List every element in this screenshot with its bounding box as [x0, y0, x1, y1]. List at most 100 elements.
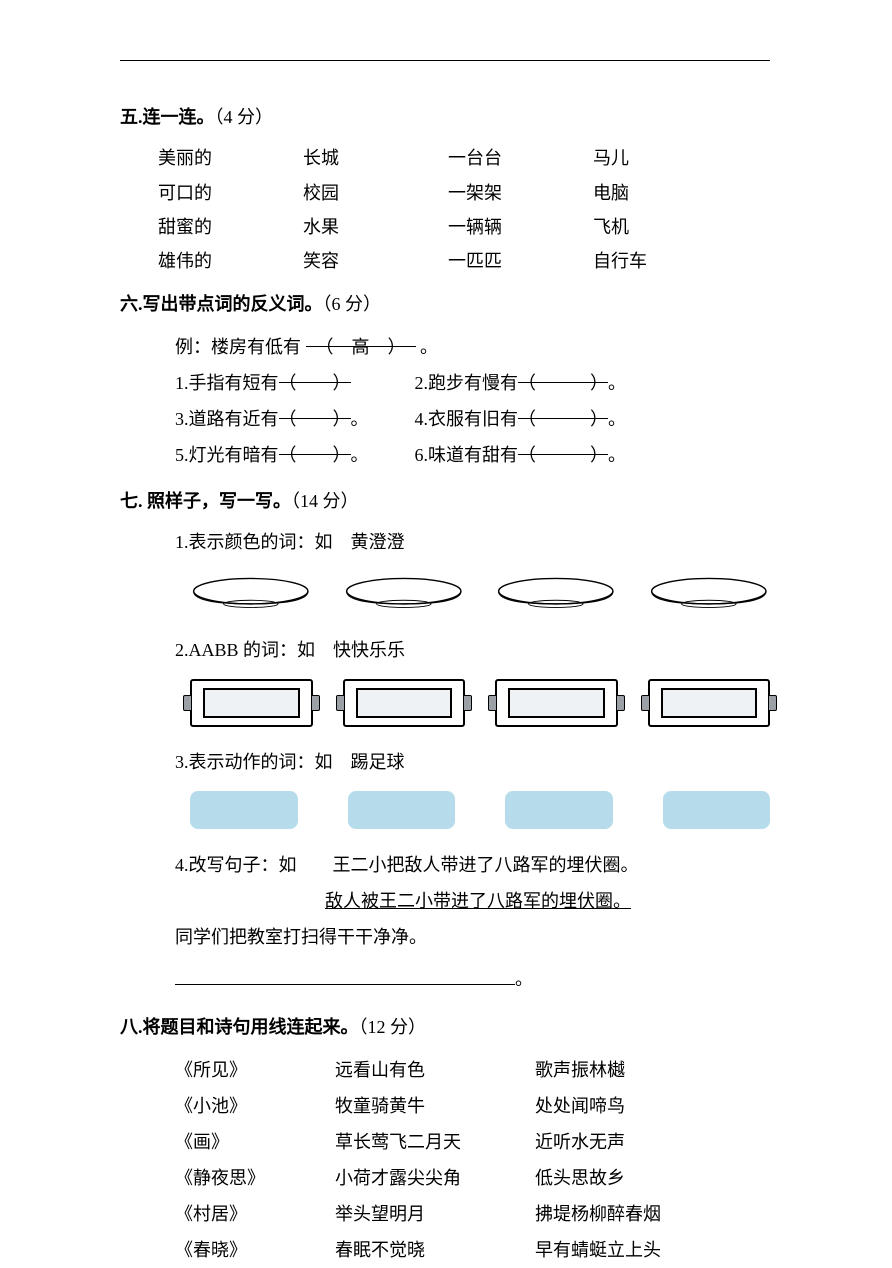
bluebox-row [190, 791, 770, 829]
plate-row [190, 571, 770, 615]
example-prefix: 例：楼房有低有 [175, 337, 301, 357]
bluebox-icon [190, 791, 298, 829]
example-suffix: 。 [420, 337, 438, 357]
table-row: 《所见》 远看山有色 歌声振林樾 [175, 1052, 770, 1088]
cell: 处处闻啼鸟 [535, 1088, 735, 1124]
table-row: 《村居》 举头望明月 拂堤杨柳醉春烟 [175, 1196, 770, 1232]
bluebox-icon [663, 791, 771, 829]
table-row: 雄伟的 笑容 一匹匹 自行车 [158, 244, 770, 278]
sub4-line2: 敌人被王二小带进了八路军的埋伏圈。 [325, 891, 631, 911]
table-row: 甜蜜的 水果 一辆辆 飞机 [158, 210, 770, 244]
cell: 《所见》 [175, 1052, 335, 1088]
blank: （ ） [279, 437, 351, 455]
section5-title: 五.连一连。（4 分） [120, 101, 770, 133]
table-row: 《春晓》 春眠不觉晓 早有蜻蜓立上头 [175, 1232, 770, 1268]
cell: 拂堤杨柳醉春烟 [535, 1196, 735, 1232]
section8-points: （12 分） [359, 1017, 427, 1037]
cell: 一辆辆 [448, 210, 593, 244]
section8-table: 《所见》 远看山有色 歌声振林樾 《小池》 牧童骑黄牛 处处闻啼鸟 《画》 草长… [175, 1052, 770, 1268]
item-left: 3.道路有近有 [175, 409, 279, 429]
table-row: 《小池》 牧童骑黄牛 处处闻啼鸟 [175, 1088, 770, 1124]
section7-points: （14 分） [291, 491, 359, 511]
cell: 歌声振林樾 [535, 1052, 735, 1088]
bluebox-icon [505, 791, 613, 829]
cell: 美丽的 [158, 141, 303, 175]
cell: 《画》 [175, 1124, 335, 1160]
device-icon [648, 679, 771, 727]
plate-icon [343, 571, 466, 615]
cell: 远看山有色 [335, 1052, 535, 1088]
plate-icon [648, 571, 771, 615]
cell: 甜蜜的 [158, 210, 303, 244]
answer-line: 。 [175, 961, 770, 997]
sub2: 2.AABB 的词：如 快快乐乐 [175, 633, 770, 667]
cell: 小荷才露尖尖角 [335, 1160, 535, 1196]
section8-title: 八.将题目和诗句用线连起来。（12 分） [120, 1011, 770, 1043]
device-icon [190, 679, 313, 727]
antonym-row: 3.道路有近有（ ）。 4.衣服有旧有（ ）。 [175, 401, 770, 437]
blank: （ ） [518, 437, 608, 455]
cell: 草长莺飞二月天 [335, 1124, 535, 1160]
item-right: 2.跑步有慢有 [415, 373, 519, 393]
cell: 一架架 [448, 176, 593, 210]
section8-title-bold: 八.将题目和诗句用线连起来。 [120, 1017, 359, 1037]
device-row [190, 679, 770, 727]
sub4-line3: 同学们把教室打扫得干干净净。 [175, 919, 770, 955]
cell: 一台台 [448, 141, 593, 175]
device-icon [343, 679, 466, 727]
section5-table: 美丽的 长城 一台台 马儿 可口的 校园 一架架 电脑 甜蜜的 水果 一辆辆 飞… [158, 141, 770, 278]
section7-title: 七. 照样子，写一写。（14 分） [120, 485, 770, 517]
cell: 牧童骑黄牛 [335, 1088, 535, 1124]
cell: 举头望明月 [335, 1196, 535, 1232]
cell: 电脑 [593, 176, 738, 210]
cell: 《春晓》 [175, 1232, 335, 1268]
section6-title-bold: 六.写出带点词的反义词。 [120, 294, 323, 314]
cell: 低头思故乡 [535, 1160, 735, 1196]
cell: 近听水无声 [535, 1124, 735, 1160]
table-row: 《画》 草长莺飞二月天 近听水无声 [175, 1124, 770, 1160]
cell: 《小池》 [175, 1088, 335, 1124]
table-row: 美丽的 长城 一台台 马儿 [158, 141, 770, 175]
cell: 《静夜思》 [175, 1160, 335, 1196]
table-row: 可口的 校园 一架架 电脑 [158, 176, 770, 210]
item-left: 1.手指有短有 [175, 373, 279, 393]
cell: 可口的 [158, 176, 303, 210]
cell: 早有蜻蜓立上头 [535, 1232, 735, 1268]
cell: 笑容 [303, 244, 448, 278]
section6-title: 六.写出带点词的反义词。（6 分） [120, 288, 770, 320]
blank-example: （ 高 ） [306, 329, 416, 347]
section5-title-bold: 五.连一连。 [120, 107, 215, 127]
cell: 飞机 [593, 210, 738, 244]
blank: （ ） [518, 401, 608, 419]
blank: （ ） [279, 401, 351, 419]
section5-points: （4 分） [215, 107, 274, 127]
example-row: 例：楼房有低有 （ 高 ） 。 [175, 329, 770, 365]
cell: 春眠不觉晓 [335, 1232, 535, 1268]
section6-body: 例：楼房有低有 （ 高 ） 。 1.手指有短有（ ） 2.跑步有慢有（ ）。 3… [175, 329, 770, 473]
blank: （ ） [518, 365, 608, 383]
plate-icon [190, 571, 313, 615]
section7-body: 1.表示颜色的词：如 黄澄澄 2.AABB 的词：如 快快乐乐 3.表示动作的词… [120, 525, 770, 998]
top-rule [120, 60, 770, 61]
item-right: 6.味道有甜有 [415, 445, 519, 465]
sub3: 3.表示动作的词：如 踢足球 [175, 745, 770, 779]
antonym-row: 5.灯光有暗有（ ）。 6.味道有甜有（ ）。 [175, 437, 770, 473]
cell: 雄伟的 [158, 244, 303, 278]
cell: 一匹匹 [448, 244, 593, 278]
antonym-row: 1.手指有短有（ ） 2.跑步有慢有（ ）。 [175, 365, 770, 401]
sub4: 4.改写句子：如 王二小把敌人带进了八路军的埋伏圈。 敌人被王二小带进了八路军的… [175, 847, 770, 997]
plate-icon [495, 571, 618, 615]
section7-title-bold: 七. 照样子，写一写。 [120, 491, 291, 511]
bluebox-icon [348, 791, 456, 829]
page-content: 五.连一连。（4 分） 美丽的 长城 一台台 马儿 可口的 校园 一架架 电脑 … [120, 60, 770, 1268]
table-row: 《静夜思》 小荷才露尖尖角 低头思故乡 [175, 1160, 770, 1196]
cell: 水果 [303, 210, 448, 244]
cell: 校园 [303, 176, 448, 210]
sub4-line1: 4.改写句子：如 王二小把敌人带进了八路军的埋伏圈。 [175, 847, 770, 883]
device-icon [495, 679, 618, 727]
sub1: 1.表示颜色的词：如 黄澄澄 [175, 525, 770, 559]
section6-points: （6 分） [323, 294, 382, 314]
cell: 长城 [303, 141, 448, 175]
item-right: 4.衣服有旧有 [415, 409, 519, 429]
blank: （ ） [279, 365, 351, 383]
